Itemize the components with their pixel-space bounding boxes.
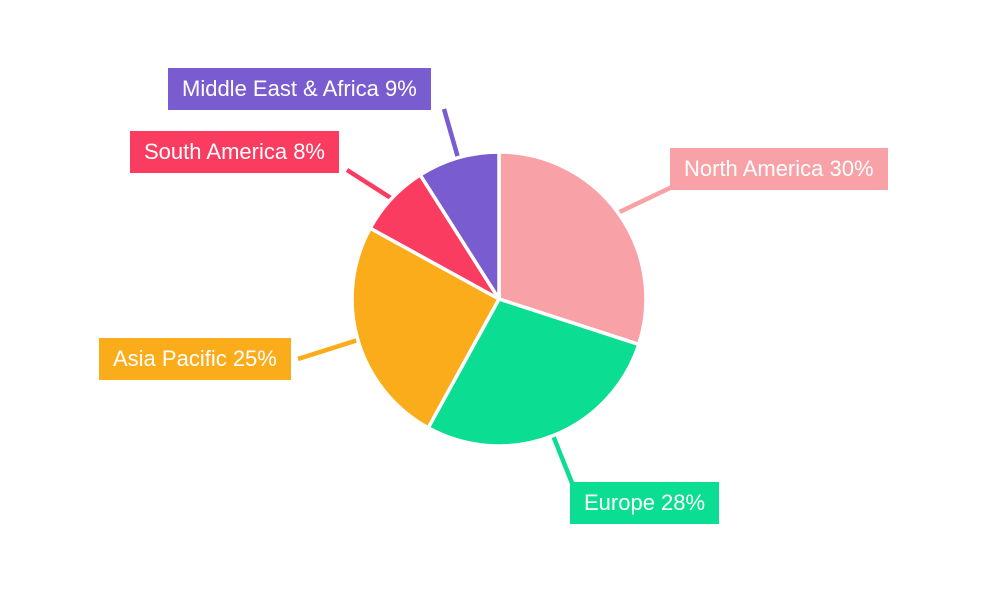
callout-label-middle-east-africa: Middle East & Africa 9% <box>168 68 431 111</box>
leader-line-middle-east-africa <box>441 108 461 160</box>
leader-line-europe <box>550 433 575 484</box>
pie-slice-asia-pacific <box>350 226 501 430</box>
callout-label-north-america: North America 30% <box>670 148 888 191</box>
callout-label-europe: Europe 28% <box>570 482 720 525</box>
pie-slice-europe <box>426 297 641 448</box>
leader-line-north-america <box>616 184 673 216</box>
leader-line-south-america <box>345 168 394 201</box>
callout-label-asia-pacific: Asia Pacific 25% <box>99 338 291 381</box>
pie-slice-middle-east-africa <box>418 150 501 301</box>
leader-line-asia-pacific <box>297 337 360 362</box>
callout-label-south-america: South America 8% <box>130 131 339 174</box>
pie-slice-north-america <box>497 150 648 347</box>
